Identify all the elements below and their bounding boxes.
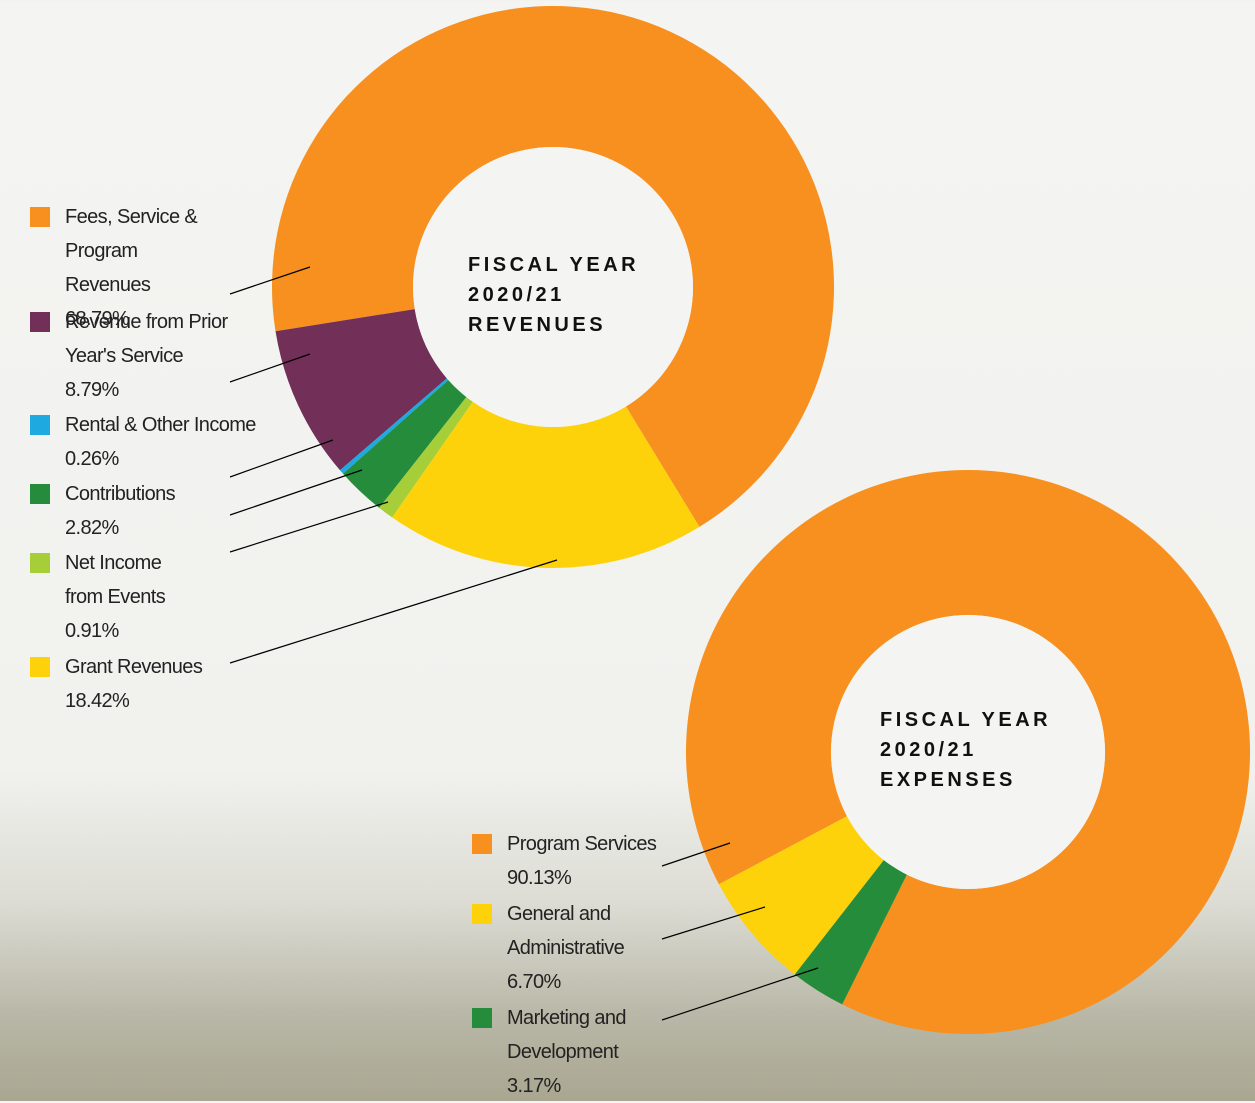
legend-swatch bbox=[472, 904, 492, 924]
value-label: 18.42% bbox=[65, 684, 129, 718]
legend-label: Net Income from Events bbox=[65, 546, 175, 614]
legend-label: Contributions bbox=[65, 477, 215, 511]
leader-line bbox=[662, 968, 818, 1020]
legend-label: General and Administrative bbox=[507, 897, 647, 965]
legend-swatch bbox=[30, 207, 50, 227]
chart-title: FISCAL YEAR 2020/21 REVENUES bbox=[468, 250, 668, 340]
legend-swatch bbox=[30, 415, 50, 435]
legend-swatch bbox=[472, 834, 492, 854]
value-label: 6.70% bbox=[507, 965, 561, 999]
value-label: 90.13% bbox=[507, 861, 571, 895]
legend-swatch bbox=[30, 657, 50, 677]
value-label: 8.79% bbox=[65, 373, 119, 407]
leader-line bbox=[230, 502, 388, 552]
page: (() => { const data = JSON.parse(documen… bbox=[0, 0, 1255, 1101]
leader-line bbox=[230, 440, 333, 477]
legend-label: Rental & Other Income bbox=[65, 408, 275, 442]
legend-swatch bbox=[30, 312, 50, 332]
value-label: 0.91% bbox=[65, 614, 119, 648]
legend-swatch bbox=[30, 553, 50, 573]
value-label: 0.26% bbox=[65, 442, 119, 476]
legend-swatch bbox=[472, 1008, 492, 1028]
chart-title: FISCAL YEAR 2020/21 EXPENSES bbox=[880, 705, 1080, 795]
leader-line bbox=[230, 560, 557, 663]
value-label: 68.79% bbox=[65, 302, 129, 336]
leader-line bbox=[230, 470, 362, 515]
value-label: 3.17% bbox=[507, 1069, 561, 1103]
legend-label: Fees, Service & Program Revenues bbox=[65, 200, 225, 302]
legend-label: Marketing and Development bbox=[507, 1001, 647, 1069]
legend-label: Grant Revenues bbox=[65, 650, 225, 684]
value-label: 2.82% bbox=[65, 511, 119, 545]
legend-swatch bbox=[30, 484, 50, 504]
legend-label: Program Services bbox=[507, 827, 667, 861]
